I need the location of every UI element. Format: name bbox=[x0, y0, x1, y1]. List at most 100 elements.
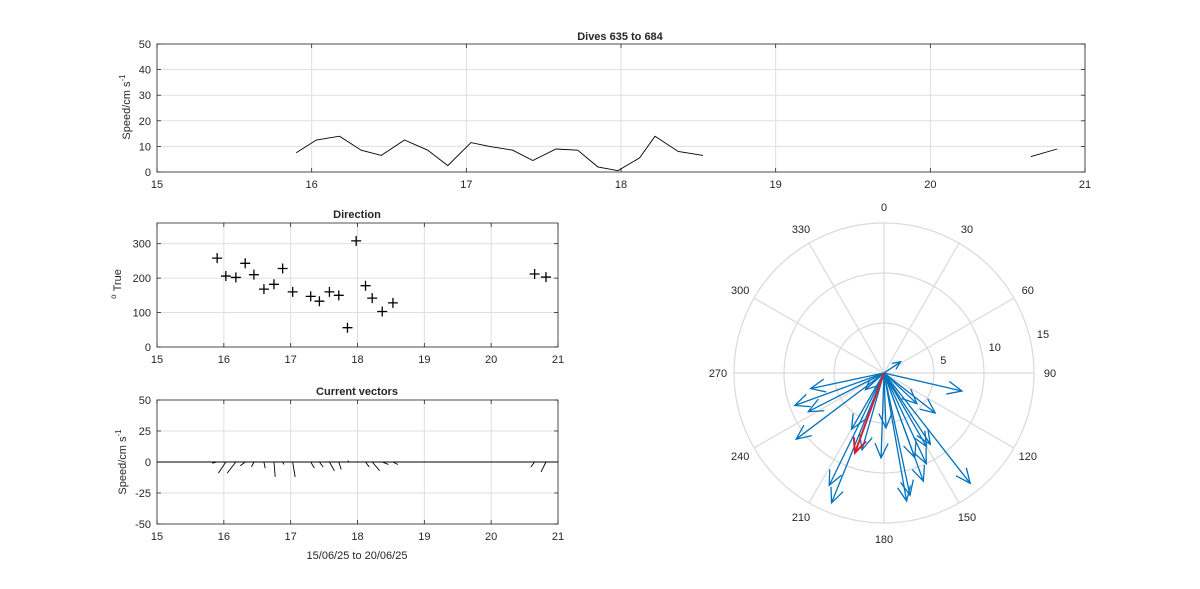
speed-xtick-label: 21 bbox=[1079, 179, 1091, 191]
polar-angle-label: 90 bbox=[1044, 368, 1056, 380]
direction-xtick-label: 18 bbox=[351, 354, 363, 366]
polar-arrow-head bbox=[891, 360, 902, 370]
polar-arrow-head bbox=[913, 430, 928, 448]
polar-angle-label: 330 bbox=[792, 224, 810, 236]
polar-arrow-head bbox=[830, 486, 844, 505]
direction-point bbox=[220, 271, 231, 282]
polar-angle-label: 210 bbox=[792, 512, 810, 524]
polar-arrow bbox=[883, 372, 928, 447]
direction-point bbox=[258, 284, 269, 295]
direction-xtick-label: 16 bbox=[218, 354, 230, 366]
polar-radius-label: 5 bbox=[940, 355, 946, 367]
direction-point bbox=[540, 272, 551, 283]
vector-stick bbox=[226, 461, 237, 474]
speed-ytick-label: 10 bbox=[139, 141, 151, 153]
vectors-ytick-label: 50 bbox=[139, 395, 151, 407]
speed-xtick-label: 18 bbox=[615, 179, 627, 191]
direction-ytick-label: 0 bbox=[145, 342, 151, 354]
vectors-ytick-label: -25 bbox=[135, 488, 151, 500]
polar-angle-label: 120 bbox=[1019, 451, 1037, 463]
polar-arrow-head bbox=[913, 447, 927, 466]
speed-ytick-label: 0 bbox=[145, 167, 151, 179]
vectors-plot-title: Current vectors bbox=[316, 386, 398, 398]
direction-point bbox=[387, 297, 398, 308]
direction-point bbox=[305, 291, 316, 302]
speed-ytick-label: 20 bbox=[139, 116, 151, 128]
polar-angle-label: 60 bbox=[1022, 285, 1034, 297]
speed-ytick-label: 30 bbox=[139, 90, 151, 102]
speed-xtick-label: 19 bbox=[770, 179, 782, 191]
vectors-xtick-label: 18 bbox=[351, 531, 363, 543]
polar-arrow-head bbox=[864, 379, 877, 391]
polar-arrow-head bbox=[806, 398, 825, 413]
vector-stick bbox=[263, 461, 266, 469]
vectors-plot: Current vectors Speed/cm s-1 15/06/25 to… bbox=[114, 386, 564, 562]
polar-radius-label: 10 bbox=[989, 342, 1001, 354]
polar-angle-label: 150 bbox=[958, 512, 976, 524]
polar-arrow bbox=[883, 372, 908, 502]
speed-xtick-label: 16 bbox=[306, 179, 318, 191]
direction-point bbox=[529, 268, 540, 279]
polar-arrow bbox=[795, 372, 885, 440]
direction-point bbox=[342, 322, 353, 333]
polar-arrow bbox=[807, 372, 885, 413]
polar-plot: 0 30 60 90 120 150 180 210 240 270 300 330 5 10 15 bbox=[709, 202, 1056, 546]
polar-spoke bbox=[808, 242, 885, 374]
vector-stick bbox=[392, 461, 399, 465]
vectors-xtick-label: 17 bbox=[285, 531, 297, 543]
vector-stick bbox=[329, 461, 335, 471]
vector-stick bbox=[365, 461, 370, 468]
direction-xtick-label: 17 bbox=[285, 354, 297, 366]
speed-plot-ylabel: Speed/cm s-1 bbox=[118, 74, 133, 140]
speed-plot: Dives 635 to 684 Speed/cm s-1 15 16 17 18 19… bbox=[118, 31, 1091, 191]
polar-radius-label: 15 bbox=[1037, 329, 1049, 341]
polar-arrow-head bbox=[828, 469, 842, 487]
vectors-ytick-label: -50 bbox=[135, 519, 151, 531]
polar-arrow-head bbox=[946, 380, 964, 395]
vectors-xtick-label: 19 bbox=[418, 531, 430, 543]
vectors-plot-xlabel: 15/06/25 to 20/06/25 bbox=[307, 550, 408, 562]
polar-mean-arrow bbox=[853, 372, 885, 454]
vector-stick bbox=[212, 461, 218, 464]
polar-arrow-head bbox=[874, 442, 889, 460]
vector-stick bbox=[338, 461, 342, 470]
vector-stick bbox=[273, 461, 276, 477]
direction-point bbox=[367, 293, 378, 304]
polar-arrow-head bbox=[919, 398, 937, 414]
vector-stick bbox=[239, 461, 246, 467]
direction-plot: Direction oTrue 15 16 17 18 19 20 21 0 100 200 300 bbox=[109, 209, 564, 366]
polar-arrow bbox=[883, 372, 887, 428]
polar-arrow bbox=[883, 372, 916, 458]
polar-angle-label: 270 bbox=[709, 368, 727, 380]
polar-angle-label: 0 bbox=[881, 202, 887, 214]
polar-arrow bbox=[883, 361, 901, 374]
vectors-xtick-label: 20 bbox=[485, 531, 497, 543]
polar-arrow-head bbox=[897, 485, 912, 503]
polar-arrow-head bbox=[850, 413, 865, 431]
direction-point bbox=[351, 235, 362, 246]
speed-xtick-label: 20 bbox=[924, 179, 936, 191]
direction-xtick-label: 21 bbox=[552, 354, 564, 366]
direction-xtick-label: 15 bbox=[151, 354, 163, 366]
speed-ytick-label: 40 bbox=[139, 65, 151, 77]
polar-arrow-head bbox=[878, 412, 893, 430]
polar-arrow bbox=[883, 372, 911, 496]
vector-stick bbox=[251, 461, 255, 468]
polar-angle-label: 240 bbox=[731, 451, 749, 463]
polar-arrow bbox=[828, 372, 885, 486]
direction-point bbox=[360, 280, 371, 291]
speed-series-line bbox=[1030, 148, 1058, 158]
direction-point bbox=[314, 296, 325, 307]
polar-arrow bbox=[883, 372, 971, 484]
vector-stick bbox=[319, 461, 324, 468]
direction-xtick-label: 19 bbox=[418, 354, 430, 366]
polar-arrow bbox=[883, 372, 918, 405]
direction-ytick-label: 200 bbox=[133, 273, 151, 285]
vector-stick bbox=[371, 461, 380, 471]
polar-angle-label: 300 bbox=[731, 285, 749, 297]
speed-plot-title: Dives 635 to 684 bbox=[577, 31, 663, 43]
direction-point bbox=[212, 253, 223, 264]
direction-plot-title: Direction bbox=[333, 209, 381, 221]
polar-arrow bbox=[794, 372, 885, 407]
polar-arrow bbox=[850, 372, 885, 430]
